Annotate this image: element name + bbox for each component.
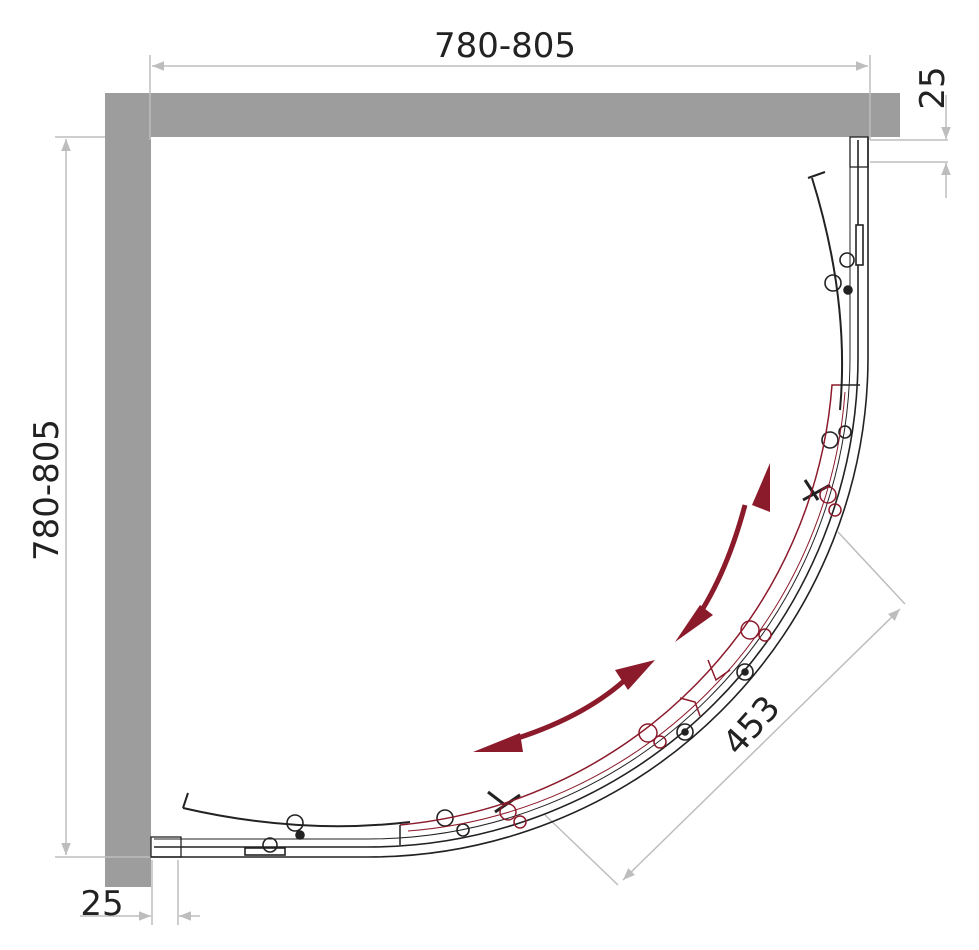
left-wall <box>105 93 151 887</box>
bottom-offset-dimension <box>80 860 200 925</box>
width-dimension <box>149 55 871 140</box>
enclosure-profile <box>150 136 869 858</box>
width-label: 780-805 <box>434 26 576 66</box>
arrowhead-left <box>473 733 523 752</box>
arrowhead-right <box>615 660 655 690</box>
arrow-lower <box>504 678 627 745</box>
depth-dimension <box>55 136 152 858</box>
top-wall <box>105 93 900 137</box>
opening-label: 453 <box>715 688 788 763</box>
top-offset-dimension <box>870 95 951 198</box>
depth-label: 780-805 <box>27 419 67 561</box>
top-offset-label: 25 <box>913 66 953 109</box>
arrowhead-up <box>752 463 770 512</box>
opening-dimension <box>544 531 906 886</box>
sliding-direction-arrows <box>473 463 770 752</box>
sliding-door <box>399 384 860 845</box>
bottom-offset-label: 25 <box>80 884 123 924</box>
arrowhead-down <box>675 605 713 642</box>
